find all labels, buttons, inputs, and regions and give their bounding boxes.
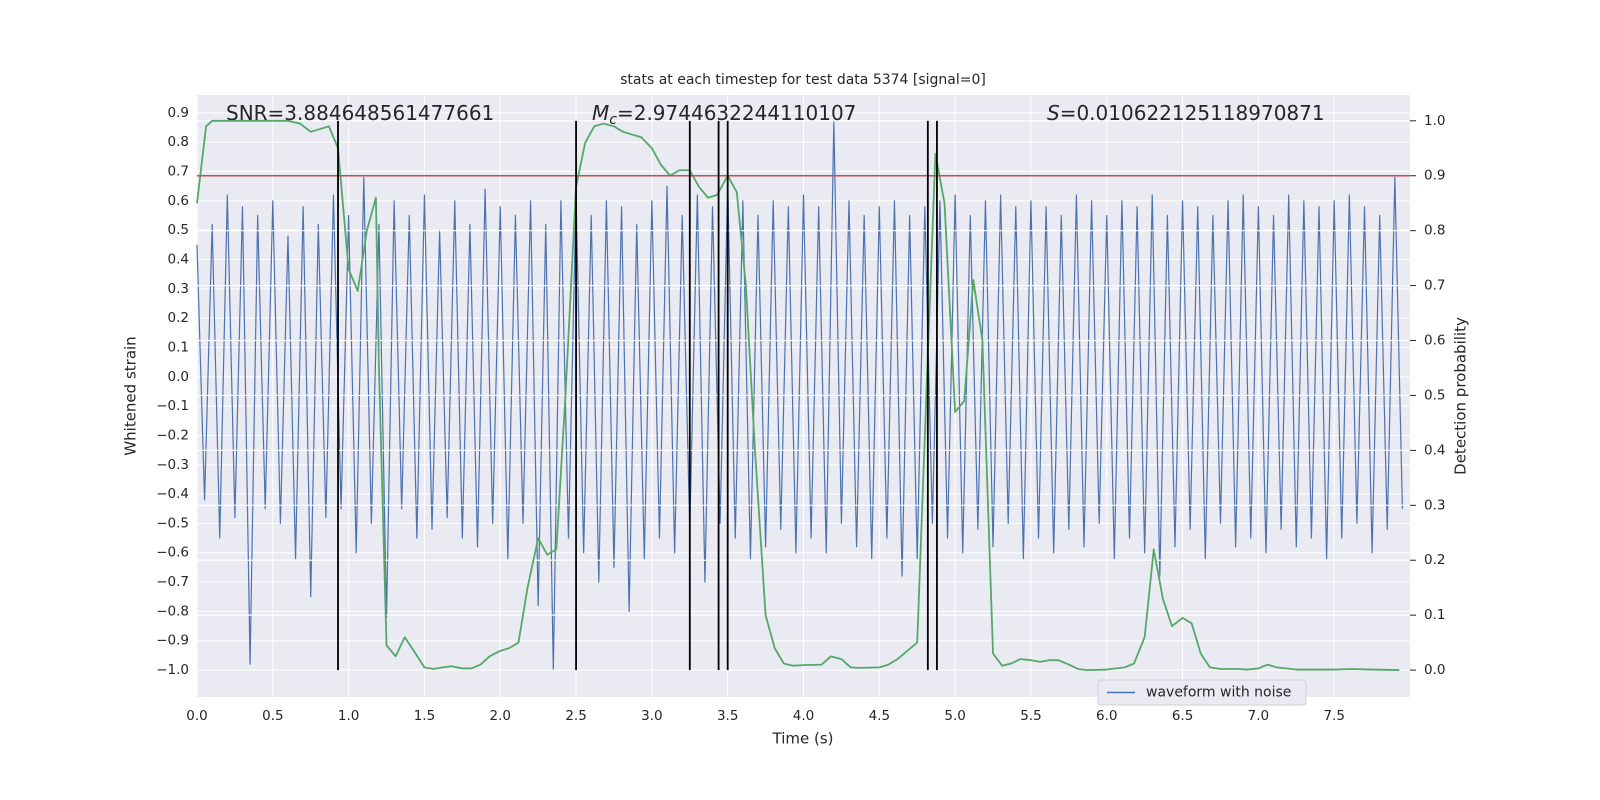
y2-tick-label: 0.1	[1424, 607, 1445, 623]
annotation-text: =2.9744632244110107	[617, 101, 856, 125]
y-tick-label: 0.4	[168, 252, 189, 268]
x-tick-label: 7.5	[1323, 708, 1344, 724]
y-tick-label: 0.5	[168, 222, 189, 238]
annotation-text: SNR=3.884648561477661	[226, 101, 494, 125]
annotation-symbol: S	[1047, 101, 1060, 125]
y-tick-label: 0.0	[168, 369, 189, 385]
x-tick-label: 2.0	[490, 708, 511, 724]
y2-tick-label: 0.2	[1424, 552, 1445, 568]
x-tick-label: 5.5	[1020, 708, 1041, 724]
y-tick-label: −0.4	[156, 486, 189, 502]
x-tick-label: 7.0	[1248, 708, 1269, 724]
y-tick-label: 0.1	[168, 339, 189, 355]
y2-tick-label: 0.8	[1424, 223, 1445, 239]
y-tick-label: 0.3	[168, 281, 189, 297]
annotation-text: =0.010622125118970871	[1060, 101, 1325, 125]
x-tick-label: 4.5	[869, 708, 890, 724]
x-tick-label: 0.0	[186, 708, 207, 724]
chart-title: stats at each timestep for test data 537…	[620, 72, 986, 88]
y2-tick-label: 0.7	[1424, 278, 1445, 294]
y-tick-label: −1.0	[156, 662, 189, 678]
x-tick-label: 5.0	[944, 708, 965, 724]
y-tick-label: −0.7	[156, 574, 189, 590]
annotation: SNR=3.884648561477661	[226, 101, 494, 125]
y-tick-label: 0.2	[168, 310, 189, 326]
x-tick-label: 1.0	[338, 708, 359, 724]
annotation: Mc=2.9744632244110107	[592, 101, 856, 129]
y-tick-label: 0.9	[168, 105, 189, 121]
annotation-subscript: c	[609, 112, 617, 128]
data-line	[196, 119, 1400, 671]
y-axis-label: Whitened strain	[122, 336, 140, 455]
x-axis-label: Time (s)	[772, 730, 834, 748]
y-tick-label: −0.5	[156, 515, 189, 531]
y2-tick-label: 0.5	[1424, 387, 1445, 403]
y-tick-label: −0.1	[156, 398, 189, 414]
y-tick-label: −0.3	[156, 457, 189, 473]
y-tick-label: 0.6	[168, 193, 189, 209]
y2-tick-label: 0.6	[1424, 333, 1445, 349]
y2-tick-label: 0.9	[1424, 168, 1445, 184]
legend-box	[1097, 679, 1307, 706]
annotation: S=0.010622125118970871	[1047, 101, 1325, 125]
x-tick-label: 2.5	[565, 708, 586, 724]
y-tick-label: −0.9	[156, 633, 189, 649]
y-tick-label: 0.7	[168, 164, 189, 180]
data-line	[196, 121, 1404, 671]
x-tick-label: 6.0	[1096, 708, 1117, 724]
y-tick-label: −0.6	[156, 545, 189, 561]
y2-tick-label: 0.4	[1424, 442, 1445, 458]
y-tick-label: 0.8	[168, 134, 189, 150]
x-tick-label: 3.0	[641, 708, 662, 724]
annotation-symbol: M	[592, 101, 609, 125]
y2-axis-label: Detection probability	[1452, 317, 1470, 475]
legend-label: waveform with noise	[1146, 685, 1291, 701]
x-tick-label: 4.0	[793, 708, 814, 724]
y-tick-label: −0.2	[156, 427, 189, 443]
y2-tick-label: 0.0	[1424, 662, 1445, 678]
y2-tick-label: 0.3	[1424, 497, 1445, 513]
x-tick-label: 0.5	[262, 708, 283, 724]
y2-tick-label: 1.0	[1424, 113, 1445, 129]
x-tick-label: 1.5	[414, 708, 435, 724]
x-tick-label: 3.5	[717, 708, 738, 724]
y-tick-label: −0.8	[156, 603, 189, 619]
x-tick-label: 6.5	[1172, 708, 1193, 724]
